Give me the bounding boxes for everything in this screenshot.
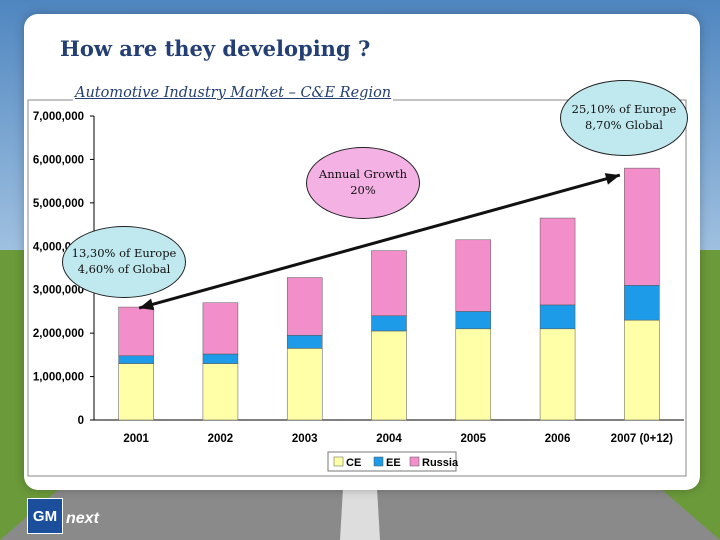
bar-segment-ee bbox=[539, 304, 576, 330]
bar-segment-ee bbox=[624, 285, 660, 321]
bar-segment-ce bbox=[286, 348, 323, 421]
gm-logo: GM bbox=[27, 498, 63, 534]
bar-segment-ce bbox=[118, 363, 154, 421]
bar-segment-russia bbox=[371, 250, 407, 317]
bar-segment-ce bbox=[202, 363, 239, 421]
bar-segment-russia bbox=[286, 277, 323, 336]
start-share-text: 13,30% of Europe 4,60% of Global bbox=[71, 246, 177, 276]
x-tick-label: 2007 (0+12) bbox=[611, 433, 674, 445]
bar-segment-ee bbox=[286, 335, 323, 349]
y-tick-label: 2,000,000 bbox=[33, 328, 84, 340]
y-tick-label: 1,000,000 bbox=[33, 372, 84, 384]
growth-bubble: Annual Growth 20% bbox=[306, 147, 420, 219]
arrow-head-end bbox=[604, 173, 620, 185]
next-logo-text: next bbox=[66, 510, 99, 527]
growth-arrow bbox=[138, 173, 621, 311]
start-share-bubble: 13,30% of Europe 4,60% of Global bbox=[62, 226, 186, 298]
legend-swatch bbox=[409, 456, 420, 467]
bar-segment-ee bbox=[371, 315, 407, 332]
bar-segment-ce bbox=[371, 330, 407, 421]
arrow-head-start bbox=[139, 298, 155, 311]
x-tick-label: 2004 bbox=[376, 433, 402, 445]
growth-text: Annual Growth 20% bbox=[318, 167, 408, 197]
x-tick-label: 2003 bbox=[292, 433, 318, 445]
y-tick-label: 7,000,000 bbox=[33, 111, 84, 123]
y-tick-label: 3,000,000 bbox=[33, 285, 84, 297]
x-tick-label: 2001 bbox=[123, 433, 149, 445]
chart-subtitle: Automotive Industry Market – C&E Region bbox=[73, 85, 394, 101]
legend-box bbox=[327, 451, 457, 472]
x-tick-label: 2006 bbox=[545, 433, 571, 445]
y-tick-label: 5,000,000 bbox=[33, 198, 84, 210]
y-tick-label: 0 bbox=[78, 415, 84, 427]
y-tick-label: 6,000,000 bbox=[33, 154, 84, 166]
end-share-bubble: 25,10% of Europe 8,70% Global bbox=[560, 80, 688, 156]
bars bbox=[118, 167, 660, 421]
bar-segment-ce bbox=[539, 328, 576, 421]
bar-segment-ee bbox=[202, 353, 239, 364]
legend: CE EE Russia bbox=[327, 451, 459, 472]
bar-segment-ce bbox=[455, 328, 492, 421]
x-axis: 2001 2002 2003 2004 2005 2006 2007 (0+12) bbox=[94, 419, 684, 445]
x-tick-label: 2005 bbox=[460, 433, 486, 445]
bar-segment-russia bbox=[202, 302, 239, 355]
bar-segment-ee bbox=[118, 355, 154, 364]
x-tick-label: 2002 bbox=[208, 433, 234, 445]
growth-arrow-line bbox=[138, 173, 621, 310]
bar-segment-russia bbox=[455, 239, 492, 312]
legend-swatch bbox=[373, 456, 384, 467]
slide-title: How are they developing ? bbox=[60, 36, 371, 61]
legend-label: EE bbox=[386, 457, 401, 469]
legend-swatch bbox=[333, 456, 344, 467]
bar-segment-russia bbox=[118, 306, 154, 356]
bar-segment-russia bbox=[624, 167, 660, 286]
legend-label: Russia bbox=[422, 457, 459, 469]
bar-segment-ce bbox=[624, 319, 660, 421]
bar-segment-ee bbox=[455, 311, 492, 330]
bar-segment-russia bbox=[539, 217, 576, 306]
end-share-text: 25,10% of Europe 8,70% Global bbox=[571, 102, 677, 132]
legend-label: CE bbox=[346, 457, 361, 469]
